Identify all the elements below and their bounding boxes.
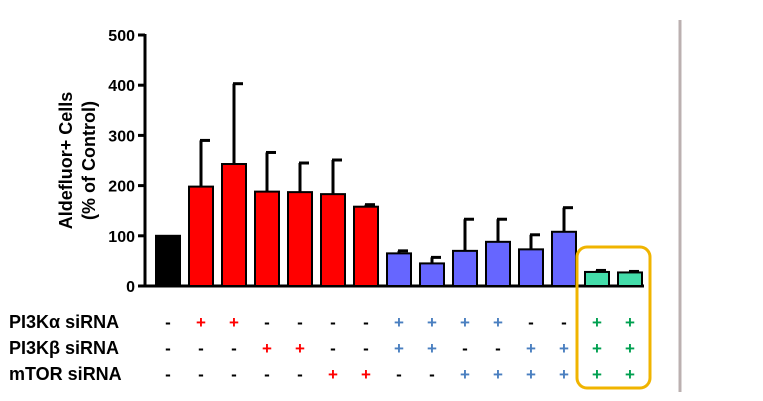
- bar-13: [551, 230, 577, 287]
- treatment-sign-r3-c2: -: [198, 365, 204, 384]
- y-tick-label-0: 0: [126, 279, 135, 296]
- treatment-sign-r2-c14: +: [592, 339, 602, 358]
- error-bar-2: [199, 138, 210, 187]
- treatment-sign-r2-c5: +: [295, 339, 305, 358]
- bar-6: [320, 193, 346, 287]
- bar-4: [254, 190, 280, 287]
- error-bar-14: [595, 268, 606, 272]
- treatment-row-label-2: PI3Kβ siRNA: [9, 338, 119, 358]
- treatment-sign-r3-c3: -: [231, 365, 237, 384]
- error-bar-11: [496, 217, 507, 242]
- treatment-sign-r3-c6: +: [328, 365, 338, 384]
- error-bars: [199, 82, 639, 273]
- treatment-sign-r3-c12: +: [526, 365, 536, 384]
- treatment-sign-r3-c5: -: [297, 365, 303, 384]
- error-bar-5: [298, 161, 309, 193]
- bar-3: [221, 163, 247, 288]
- treatment-sign-r3-c8: -: [396, 365, 402, 384]
- treatment-sign-r3-c7: +: [361, 365, 371, 384]
- treatment-sign-r3-c10: +: [460, 365, 470, 384]
- error-bar-13: [562, 206, 573, 232]
- treatment-sign-r3-c4: -: [264, 365, 270, 384]
- bar-5: [287, 191, 313, 288]
- treatment-sign-r2-c9: +: [427, 339, 437, 358]
- treatment-sign-r2-c10: -: [462, 339, 468, 358]
- y-tick-label-200: 200: [108, 179, 135, 196]
- treatment-row-label-1: PI3Kα siRNA: [9, 312, 119, 332]
- y-axis-label: Aldefluor+ Cells (% of Control): [56, 92, 99, 230]
- highlight-box-outline: [575, 245, 652, 390]
- treatment-sign-r3-c11: +: [493, 365, 503, 384]
- error-bar-4: [265, 150, 276, 192]
- treatment-sign-r2-c11: -: [495, 339, 501, 358]
- treatment-sign-r3-c14: +: [592, 365, 602, 384]
- y-tick-label-100: 100: [108, 229, 135, 246]
- bar-12: [518, 248, 544, 288]
- treatment-sign-r1-c8: +: [394, 313, 404, 332]
- treatment-sign-r2-c12: +: [526, 339, 536, 358]
- treatment-sign-r2-c7: -: [363, 339, 369, 358]
- y-tick-label-400: 400: [108, 78, 135, 95]
- treatment-sign-r2-c3: -: [231, 339, 237, 358]
- treatment-sign-r1-c14: +: [592, 313, 602, 332]
- bar-1: [155, 234, 181, 288]
- bar-2: [188, 185, 214, 288]
- y-tick-label-300: 300: [108, 128, 135, 145]
- bars: [155, 163, 643, 288]
- y-tick-label-500: 500: [108, 28, 135, 45]
- treatment-sign-r1-c4: -: [264, 313, 270, 332]
- treatment-sign-r1-c12: -: [528, 313, 534, 332]
- treatment-sign-r3-c15: +: [625, 365, 635, 384]
- treatment-sign-r2-c8: +: [394, 339, 404, 358]
- treatment-sign-r1-c10: +: [460, 313, 470, 332]
- treatment-sign-r1-c7: -: [363, 313, 369, 332]
- treatment-sign-r1-c9: +: [427, 313, 437, 332]
- treatment-sign-r1-c5: -: [297, 313, 303, 332]
- treatment-sign-r2-c2: -: [198, 339, 204, 358]
- treatment-sign-r1-c13: -: [561, 313, 567, 332]
- treatment-sign-r2-c4: +: [262, 339, 272, 358]
- error-bar-7: [364, 203, 375, 207]
- treatment-sign-r1-c6: -: [330, 313, 336, 332]
- error-bar-15: [628, 269, 639, 273]
- treatment-sign-r3-c9: -: [429, 365, 435, 384]
- error-bar-9: [430, 255, 441, 264]
- error-bar-6: [331, 158, 342, 195]
- treatment-sign-r1-c2: +: [196, 313, 206, 332]
- y-axis-title-line-1: Aldefluor+ Cells: [56, 92, 76, 230]
- bar-14: [584, 270, 610, 287]
- error-bar-12: [529, 233, 540, 250]
- treatment-sign-r3-c1: -: [165, 365, 171, 384]
- highlight-box: [575, 245, 652, 390]
- bar-7: [353, 205, 379, 288]
- bar-8: [386, 252, 412, 287]
- error-bar-10: [463, 217, 474, 251]
- treatment-sign-r1-c11: +: [493, 313, 503, 332]
- treatment-sign-r3-c13: +: [559, 365, 569, 384]
- treatment-sign-r1-c3: +: [229, 313, 239, 332]
- bar-9: [419, 262, 445, 288]
- y-axis-title-line-2: (% of Control): [79, 101, 99, 220]
- treatment-sign-r2-c6: -: [330, 339, 336, 358]
- treatment-sign-r2-c13: +: [559, 339, 569, 358]
- bar-15: [617, 271, 643, 288]
- treatment-table: PI3Kα siRNA - + + - - - - + + + + - - + + PI3Kβ siRNA - - -…: [9, 312, 635, 384]
- error-bar-3: [232, 82, 243, 165]
- treatment-sign-r2-c15: +: [625, 339, 635, 358]
- error-bar-8: [397, 249, 408, 254]
- treatment-sign-r1-c1: -: [165, 313, 171, 332]
- bar-10: [452, 249, 478, 287]
- treatment-sign-r2-c1: -: [165, 339, 171, 358]
- bar-11: [485, 240, 511, 288]
- treatment-row-label-3: mTOR siRNA: [9, 364, 122, 384]
- treatment-sign-r1-c15: +: [625, 313, 635, 332]
